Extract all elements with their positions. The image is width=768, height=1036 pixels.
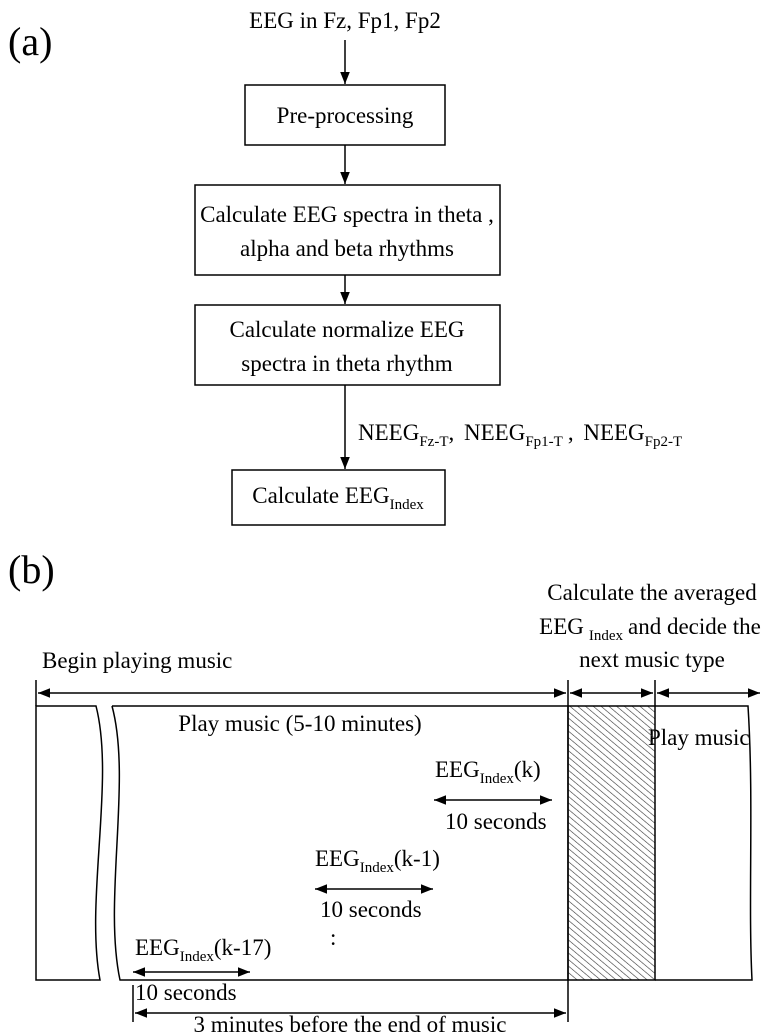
- text: Calculate EEG: [252, 483, 389, 508]
- text: NEEG: [358, 420, 419, 445]
- duration-label: 10 seconds: [445, 809, 547, 834]
- input-label: EEG in Fz, Fp1, Fp2: [249, 8, 441, 33]
- step-text: alpha and beta rhythms: [240, 236, 454, 261]
- outputs-label: NEEGFz-T, NEEGFp1-T, NEEGFp2-T: [358, 420, 682, 450]
- begin-label: Begin playing music: [42, 648, 232, 673]
- strip-right: [655, 705, 753, 981]
- window-label: EEGIndex(k-1): [315, 846, 440, 876]
- text: EEG: [135, 935, 180, 960]
- text: NEEG: [583, 420, 644, 445]
- span-label: Play music: [648, 725, 750, 750]
- strip-left: [35, 705, 104, 981]
- text: EEG: [539, 614, 584, 639]
- note-text: Calculate the averaged: [547, 580, 757, 605]
- text: EEG: [435, 757, 480, 782]
- step-text: Calculate EEG spectra in theta ,: [200, 202, 494, 227]
- subscript: Fz-T: [419, 434, 448, 450]
- step-text: Pre-processing: [277, 103, 414, 128]
- subscript: Index: [589, 628, 624, 644]
- step-box: [194, 184, 501, 276]
- subscript: Index: [390, 497, 425, 513]
- step-text: spectra in theta rhythm: [241, 351, 453, 376]
- window-label: EEGIndex(k-17): [135, 935, 271, 965]
- text: ,: [449, 420, 455, 445]
- note-text: EEG Index and decide the: [539, 614, 761, 644]
- window-label: EEGIndex(k): [435, 757, 541, 787]
- subscript: Index: [480, 771, 515, 787]
- subscript: Fp2-T: [645, 434, 683, 450]
- span-label: Play music (5-10 minutes): [178, 711, 421, 736]
- duration-label: 10 seconds: [135, 980, 237, 1005]
- text: (k-1): [394, 846, 440, 871]
- text: (k-17): [214, 935, 271, 960]
- panel-label: (b): [8, 547, 55, 592]
- subscript: Fp1-T: [525, 434, 563, 450]
- note-text: next music type: [579, 647, 725, 672]
- text: and decide the: [628, 614, 761, 639]
- step-text: Calculate normalize EEG: [229, 317, 464, 342]
- subscript: Index: [360, 860, 395, 876]
- duration-label: 10 seconds: [320, 897, 422, 922]
- text: NEEG: [464, 420, 525, 445]
- span-label: 3 minutes before the end of music: [194, 1012, 507, 1036]
- panel-label: (a): [8, 19, 52, 64]
- step-box: [231, 469, 446, 526]
- text: (k): [514, 757, 541, 782]
- step-text: Calculate EEGIndex: [252, 483, 424, 513]
- ellipsis: :: [330, 925, 336, 950]
- subscript: Index: [180, 949, 215, 965]
- text: ,: [568, 420, 574, 445]
- text: EEG: [315, 846, 360, 871]
- step-box: [194, 304, 501, 386]
- hatched-window: [567, 705, 656, 981]
- strip-main: [111, 705, 569, 981]
